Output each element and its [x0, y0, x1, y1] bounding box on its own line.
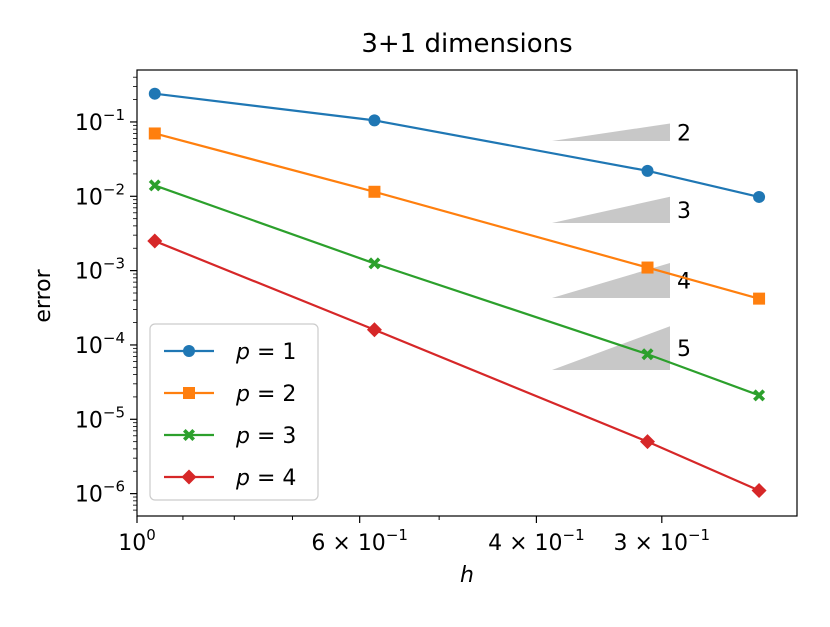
slope-label: 5: [677, 337, 691, 362]
data-point: [641, 261, 654, 274]
x-tick-label: 100: [118, 526, 156, 556]
legend-label: p = 2: [235, 382, 296, 407]
x-tick-label: 4 × 10−1: [488, 526, 585, 556]
series-line: [154, 240, 760, 492]
data-point: [148, 179, 161, 192]
series-line: [154, 92, 760, 199]
data-point: [368, 185, 381, 198]
legend-box: [149, 323, 319, 501]
series-4: [147, 233, 767, 499]
x-tick-label: 6 × 10−1: [311, 526, 408, 556]
data-point: [753, 190, 766, 203]
data-point: [368, 114, 381, 127]
y-tick-label: 10−1: [75, 106, 125, 136]
data-point: [753, 389, 766, 402]
legend-marker: [181, 469, 197, 485]
data-point: [147, 233, 163, 249]
data-point: [148, 87, 161, 100]
slope-triangle: [552, 326, 670, 370]
y-tick-label: 10−4: [75, 329, 125, 359]
legend: p = 1 p = 2 p = 3 p = 4: [149, 323, 319, 501]
data-point: [641, 348, 654, 361]
series-3: [148, 179, 766, 402]
series-layer: [147, 87, 767, 499]
slope-label: 4: [677, 270, 691, 295]
series-line: [154, 132, 760, 300]
legend-label: p = 3: [235, 424, 296, 449]
y-tick-label: 10−6: [75, 478, 125, 508]
slope-label: 3: [677, 199, 691, 224]
data-point: [368, 257, 381, 270]
slope-label: 2: [677, 121, 691, 146]
data-point: [148, 127, 161, 140]
legend-entry: p = 4: [164, 466, 296, 491]
y-axis-title: error: [31, 268, 56, 322]
legend-entry: p = 3: [164, 424, 296, 449]
slope-triangle: [552, 196, 670, 223]
legend-marker: [183, 345, 195, 357]
chart-title: 3+1 dimensions: [361, 29, 572, 59]
data-point: [641, 164, 654, 177]
x-tick-label: 3 × 10−1: [614, 526, 711, 556]
axes: 100 6 × 10−1 4 × 10−1 3 × 10−1 10−1 10−2 10−3 1…: [75, 69, 798, 556]
y-tick-label: 10−5: [75, 403, 125, 433]
slope-triangle: [552, 123, 670, 141]
legend-marker: [183, 429, 195, 441]
series-1: [148, 87, 766, 203]
data-point: [751, 483, 767, 499]
slope-triangles: 2 3 4 5: [552, 121, 691, 370]
y-tick-label: 10−3: [75, 255, 125, 285]
series-line: [154, 184, 760, 397]
legend-label: p = 1: [235, 340, 296, 365]
legend-label: p = 4: [235, 466, 296, 491]
data-point: [640, 434, 656, 450]
y-tick-label: 10−2: [75, 180, 125, 210]
slope-triangle: [552, 263, 670, 298]
data-point: [366, 322, 382, 338]
data-point: [753, 292, 766, 305]
x-axis-title: h: [460, 563, 474, 588]
legend-entry: p = 1: [164, 340, 296, 365]
legend-entry: p = 2: [164, 382, 296, 407]
legend-marker: [183, 387, 195, 399]
series-2: [148, 127, 766, 305]
